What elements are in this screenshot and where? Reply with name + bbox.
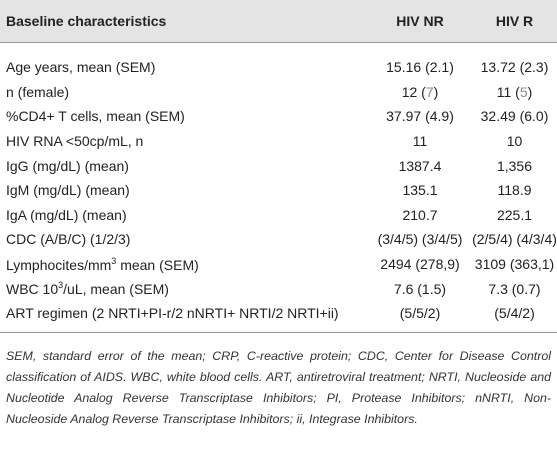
table-row: HIV RNA <50cp/mL, n 11 10 — [0, 129, 557, 154]
table-cell: HIV RNA <50cp/mL, n — [0, 129, 368, 154]
table-cell: 10 — [472, 129, 557, 154]
cell-text: (3/4/5) (3/4/5) — [377, 231, 463, 248]
table-cell: Age years, mean (SEM) — [0, 43, 368, 80]
cell-text: /uL, mean (SEM) — [63, 281, 169, 298]
table-cell: (5/4/2) — [472, 300, 557, 333]
cell-text: 1387.4 — [398, 157, 442, 174]
cell-text: 1,356 — [496, 157, 533, 174]
table-cell: IgM (mg/dL) (mean) — [0, 178, 368, 203]
cell-text: IgA (mg/dL) (mean) — [6, 206, 127, 223]
table-cell: 32.49 (6.0) — [472, 104, 557, 129]
table-cell: 118.9 — [472, 178, 557, 203]
cell-text: mean (SEM) — [116, 256, 199, 273]
cell-text: Baseline characteristics — [6, 13, 167, 29]
table-cell: 12 (7) — [368, 80, 472, 105]
superscript: 3 — [111, 255, 117, 266]
table-cell: 7.6 (1.5) — [368, 276, 472, 301]
cell-text: ) — [527, 83, 533, 100]
table-cell: (3/4/5) (3/4/5) — [368, 227, 472, 252]
cell-text: 11 — [412, 133, 428, 150]
cell-text: 10 — [506, 133, 523, 150]
table-cell: 225.1 — [472, 203, 557, 228]
footnote: SEM, standard error of the mean; CRP, C-… — [6, 348, 551, 426]
table-cell: 210.7 — [368, 203, 472, 228]
cell-text: 2494 (278,9) — [380, 256, 460, 273]
cell-text: HIV NR — [396, 13, 444, 29]
cell-text: n (female) — [6, 83, 70, 100]
cell-text: 32.49 (6.0) — [480, 108, 549, 125]
cell-text: 12 ( — [401, 83, 426, 100]
table-cell: 3109 (363,1) — [472, 252, 557, 277]
table-row: WBC 103/uL, mean (SEM) 7.6 (1.5) 7.3 (0.7) — [0, 276, 557, 301]
cell-text: 7.6 (1.5) — [393, 280, 447, 297]
cell-text: (5/5/2) — [399, 305, 441, 322]
table-cell: CDC (A/B/C) (1/2/3) — [0, 227, 368, 252]
table-cell: (5/5/2) — [368, 300, 472, 333]
cell-text: %CD4+ T cells, mean (SEM) — [6, 108, 185, 125]
cell-text: 15.16 (2.1) — [386, 59, 454, 76]
table-cell: 1,356 — [472, 153, 557, 178]
table: Baseline characteristics HIV NR HIV R Age … — [0, 0, 557, 333]
table-cell: 11 — [368, 129, 472, 154]
cell-text: 5 — [519, 83, 528, 100]
cell-text: Lymphocites/mm — [6, 256, 112, 273]
cell-text: 225.1 — [496, 206, 533, 223]
table-row: Age years, mean (SEM) 15.16 (2.1) 13.72 (2… — [0, 43, 557, 80]
cell-text: 210.7 — [402, 206, 438, 223]
superscript: 3 — [58, 280, 64, 291]
cell-text: 3109 (363,1) — [474, 256, 555, 273]
table-cell: n (female) — [0, 80, 368, 105]
table-row: CDC (A/B/C) (1/2/3) (3/4/5) (3/4/5) (2/5/4… — [0, 227, 557, 252]
cell-text: ) — [433, 83, 439, 100]
table-cell: 7.3 (0.7) — [472, 276, 557, 301]
table-cell: WBC 103/uL, mean (SEM) — [0, 276, 368, 301]
cell-text: (5/4/2) — [494, 305, 535, 322]
table-cell: 11 (5) — [472, 80, 557, 105]
cell-text: ART regimen (2 NRTI+PI-r/2 nNRTI+ NRTI/2… — [6, 305, 339, 322]
table-cell: IgG (mg/dL) (mean) — [0, 153, 368, 178]
table-cell: 2494 (278,9) — [368, 252, 472, 277]
cell-text: 118.9 — [497, 182, 532, 199]
cell-text: Age years, mean (SEM) — [6, 59, 156, 76]
header-cell: Baseline characteristics — [0, 0, 368, 43]
table-cell: 13.72 (2.3) — [472, 43, 557, 80]
cell-text: 7 — [425, 83, 434, 100]
table-cell: Lymphocites/mm3 mean (SEM) — [0, 252, 368, 277]
table-row: n (female) 12 (7) 11 (5) — [0, 80, 557, 105]
table-row: Lymphocites/mm3 mean (SEM) 2494 (278,9) 31… — [0, 252, 557, 277]
header-row: Baseline characteristics HIV NR HIV R — [0, 0, 557, 43]
table-row: IgG (mg/dL) (mean) 1387.4 1,356 — [0, 153, 557, 178]
cell-text: 37.97 (4.9) — [386, 108, 454, 125]
cell-text: 13.72 (2.3) — [480, 59, 549, 76]
table-cell: %CD4+ T cells, mean (SEM) — [0, 104, 368, 129]
table-cell: 15.16 (2.1) — [368, 43, 472, 80]
table-cell: ART regimen (2 NRTI+PI-r/2 nNRTI+ NRTI/2… — [0, 300, 368, 333]
table-row: ART regimen (2 NRTI+PI-r/2 nNRTI+ NRTI/2… — [0, 300, 557, 333]
table-cell: IgA (mg/dL) (mean) — [0, 203, 368, 228]
cell-text: 135.1 — [402, 182, 438, 199]
cell-text: 11 ( — [496, 83, 520, 100]
table-row: IgM (mg/dL) (mean) 135.1 118.9 — [0, 178, 557, 203]
cell-text: WBC 10 — [6, 281, 59, 298]
cell-text: 7.3 (0.7) — [488, 280, 541, 297]
cell-text: CDC (A/B/C) (1/2/3) — [6, 231, 131, 248]
table-cell: 37.97 (4.9) — [368, 104, 472, 129]
cell-text: IgG (mg/dL) (mean) — [6, 157, 129, 174]
cell-text: IgM (mg/dL) (mean) — [6, 182, 130, 199]
table-cell: 1387.4 — [368, 153, 472, 178]
cell-text: (2/5/4) (4/3/4) — [472, 231, 557, 248]
header-cell: HIV NR — [368, 0, 472, 43]
table-cell: (2/5/4) (4/3/4) — [472, 227, 557, 252]
cell-text: HIV RNA <50cp/mL, n — [6, 133, 144, 150]
header-cell: HIV R — [472, 0, 557, 43]
table-cell: 135.1 — [368, 178, 472, 203]
cell-text: HIV R — [495, 13, 534, 29]
table-row: %CD4+ T cells, mean (SEM) 37.97 (4.9) 32.4… — [0, 104, 557, 129]
table-row: IgA (mg/dL) (mean) 210.7 225.1 — [0, 203, 557, 228]
